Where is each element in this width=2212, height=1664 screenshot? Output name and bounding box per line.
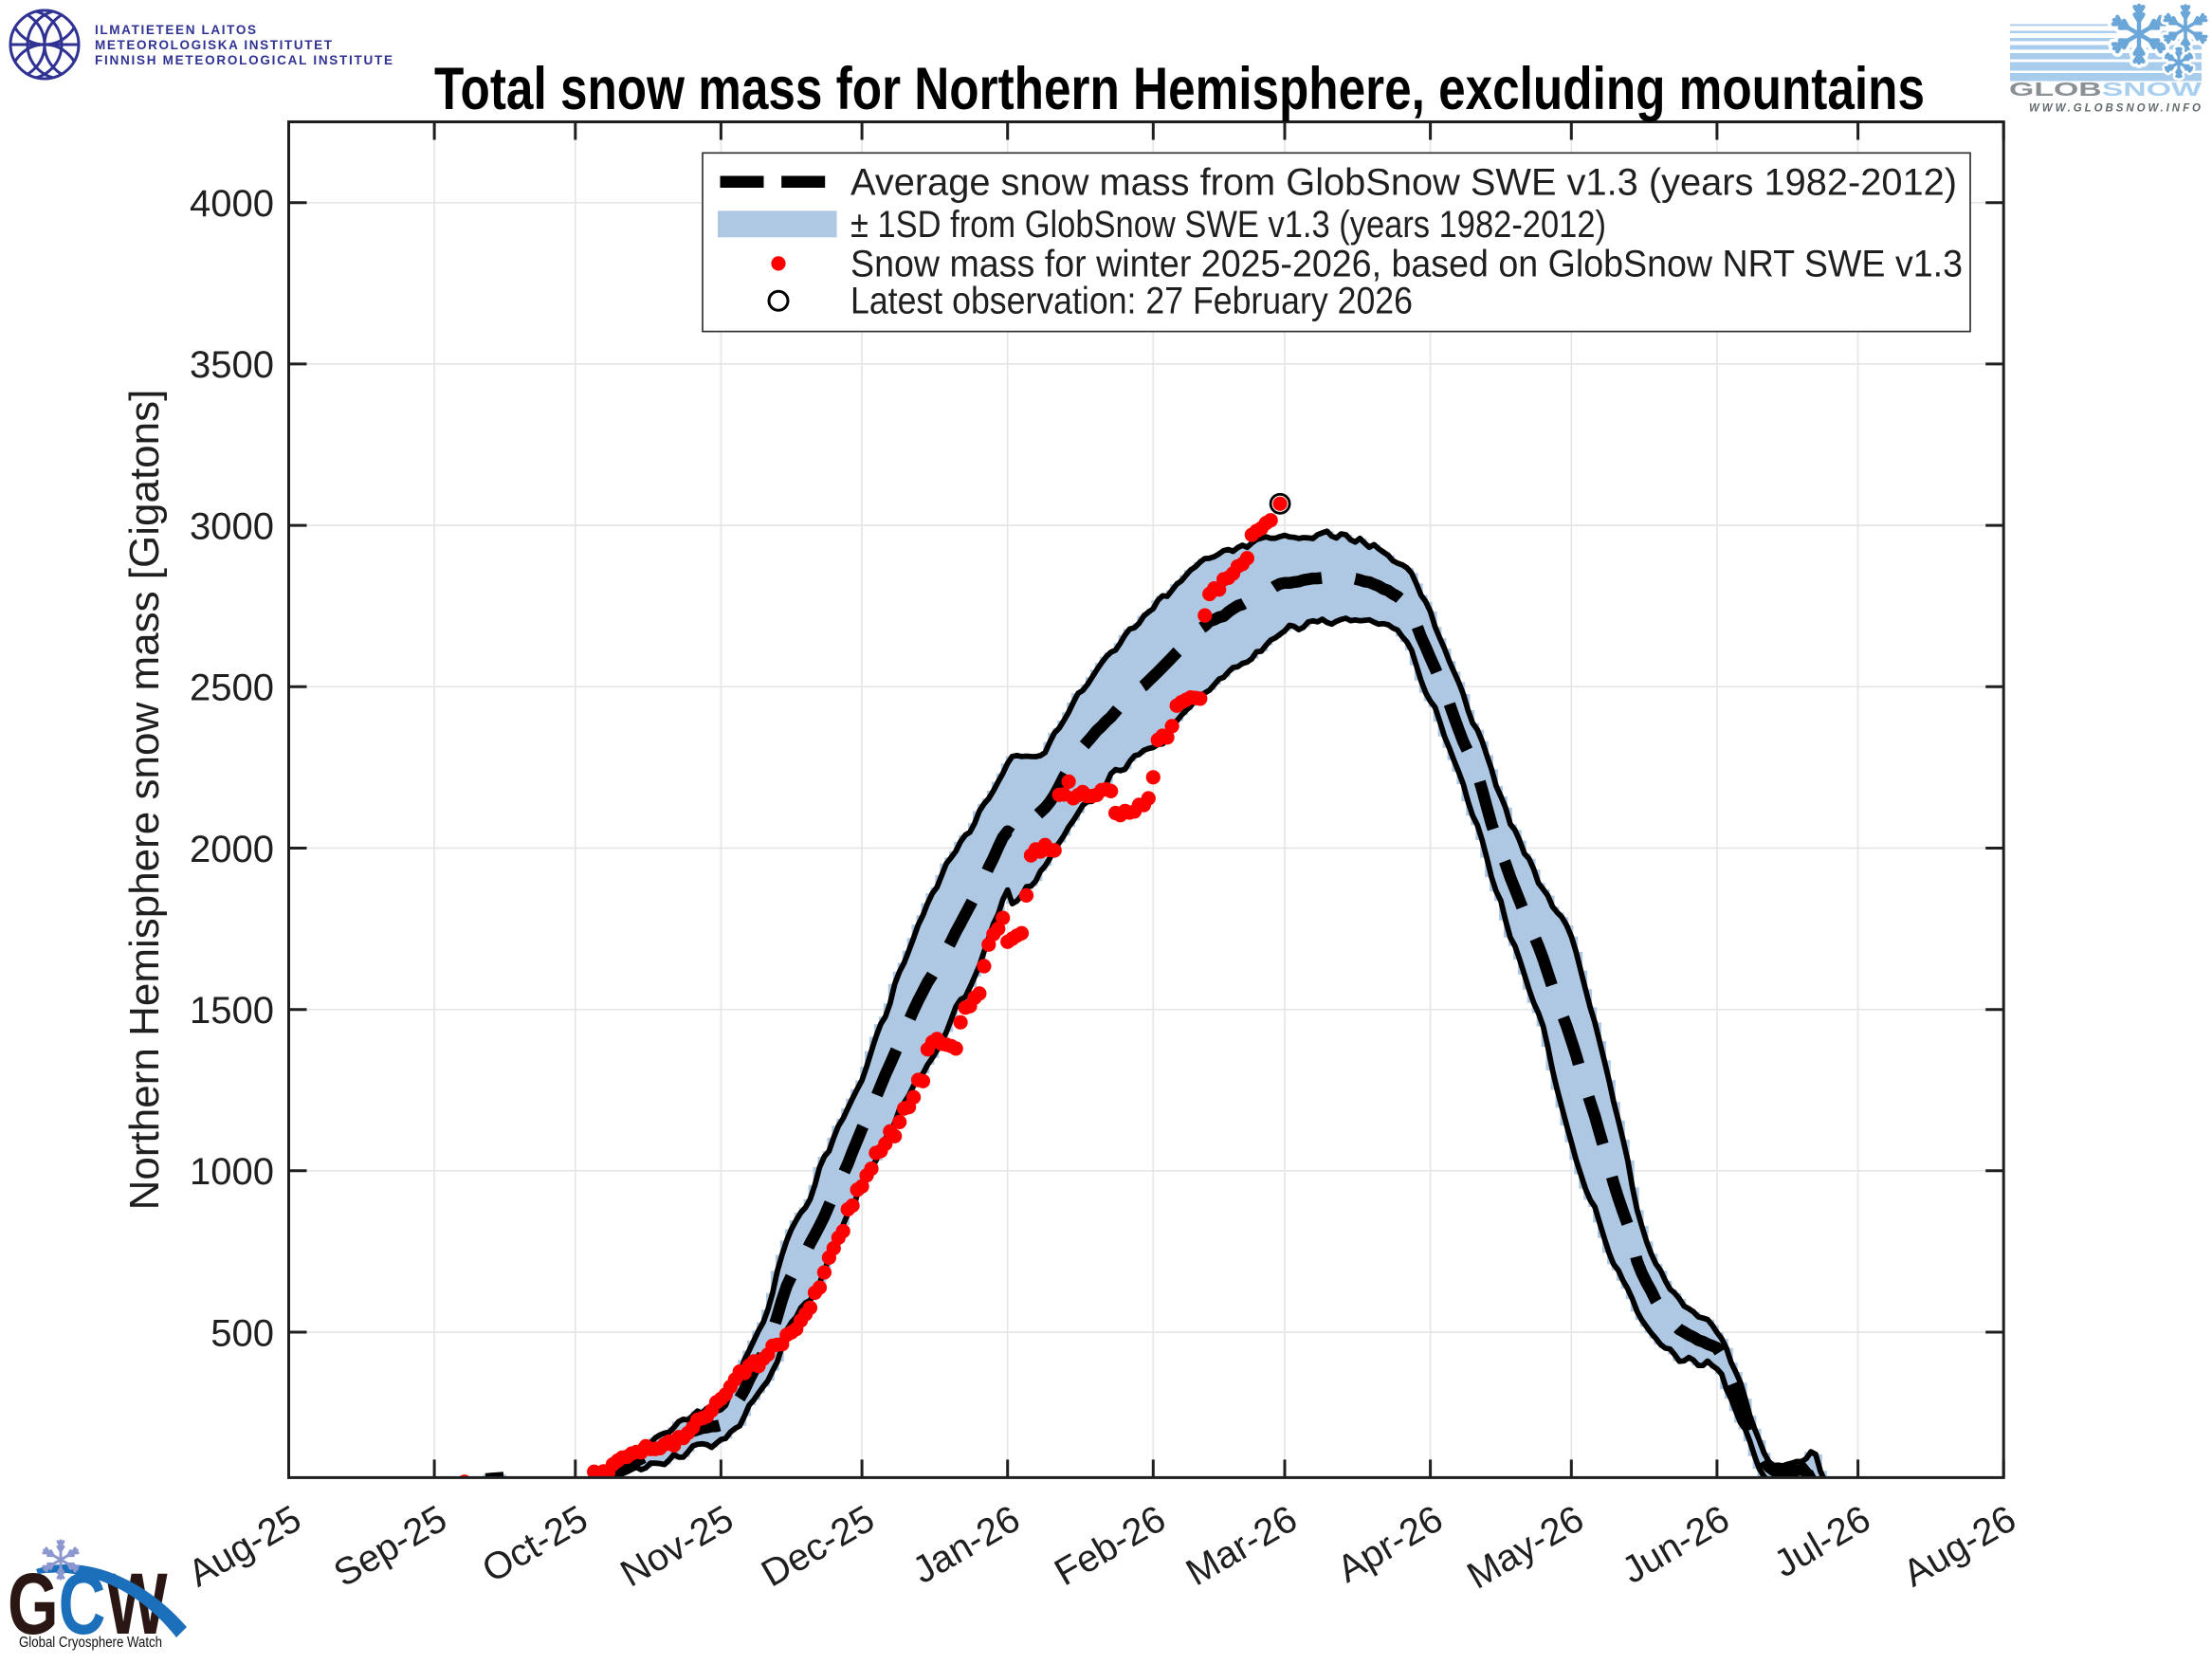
svg-text:3000: 3000 [190, 505, 274, 547]
svg-text:ILMATIETEEN LAITOS: ILMATIETEEN LAITOS [95, 23, 256, 37]
svg-text:2500: 2500 [190, 667, 274, 709]
svg-text:4000: 4000 [190, 183, 274, 225]
svg-text:Global Cryosphere Watch: Global Cryosphere Watch [19, 1635, 162, 1651]
svg-text:1500: 1500 [190, 990, 274, 1032]
svg-text:Total snow mass for Northern H: Total snow mass for Northern Hemisphere,… [434, 56, 1925, 122]
svg-text:Latest observation: 27 Februar: Latest observation: 27 February 2026 [850, 281, 1413, 322]
svg-text:± 1SD from GlobSnow SWE v1.3 (: ± 1SD from GlobSnow SWE v1.3 (years 1982… [850, 204, 1606, 246]
svg-text:Northern Hemisphere snow mass: Northern Hemisphere snow mass [Gigatons] [121, 390, 168, 1211]
svg-text:METEOROLOGISKA INSTITUTET: METEOROLOGISKA INSTITUTET [95, 38, 333, 52]
svg-text:1000: 1000 [190, 1151, 274, 1193]
svg-text:3500: 3500 [190, 344, 274, 386]
svg-text:Average snow mass from GlobSno: Average snow mass from GlobSnow SWE v1.3… [850, 161, 1957, 203]
svg-text:500: 500 [210, 1312, 274, 1354]
svg-text:2000: 2000 [190, 829, 274, 870]
svg-text:Snow mass for winter 2025-2026: Snow mass for winter 2025-2026, based on… [850, 243, 1963, 284]
svg-text:GLOBSNOW: GLOB SNOW [2009, 80, 2202, 101]
svg-text:FINNISH METEOROLOGICAL INSTITU: FINNISH METEOROLOGICAL INSTITUTE [95, 53, 393, 67]
